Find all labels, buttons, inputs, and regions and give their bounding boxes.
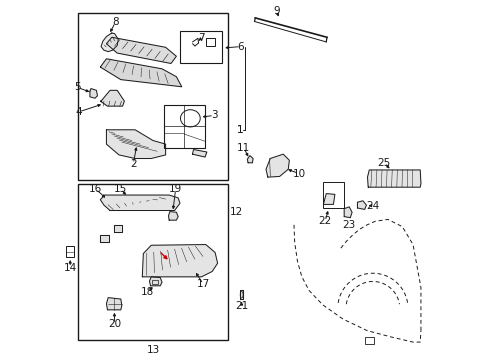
Text: 18: 18 xyxy=(141,287,154,297)
Bar xyxy=(322,182,344,208)
Bar xyxy=(206,38,215,45)
Text: 20: 20 xyxy=(108,319,121,329)
Polygon shape xyxy=(113,225,122,232)
Text: 11: 11 xyxy=(237,143,250,153)
Polygon shape xyxy=(239,291,243,299)
Polygon shape xyxy=(101,33,118,51)
Polygon shape xyxy=(100,90,124,106)
Bar xyxy=(163,105,204,148)
Bar xyxy=(180,31,222,63)
Text: 9: 9 xyxy=(273,6,280,17)
Polygon shape xyxy=(106,298,122,310)
Text: 14: 14 xyxy=(63,262,77,273)
Polygon shape xyxy=(106,130,165,158)
Text: 6: 6 xyxy=(237,42,244,51)
Text: 5: 5 xyxy=(74,82,81,93)
Polygon shape xyxy=(323,194,334,204)
Polygon shape xyxy=(367,170,420,187)
Text: 1: 1 xyxy=(236,125,243,135)
Text: 23: 23 xyxy=(342,220,355,230)
Text: 16: 16 xyxy=(89,184,102,194)
Polygon shape xyxy=(192,149,206,157)
Polygon shape xyxy=(265,154,289,177)
Polygon shape xyxy=(247,156,253,163)
Polygon shape xyxy=(344,207,351,218)
Polygon shape xyxy=(149,277,162,286)
Polygon shape xyxy=(100,234,109,242)
Bar xyxy=(78,184,228,339)
Text: 25: 25 xyxy=(377,158,390,168)
Polygon shape xyxy=(357,201,366,210)
Polygon shape xyxy=(106,37,176,63)
Text: 12: 12 xyxy=(230,207,243,217)
Text: 22: 22 xyxy=(318,216,331,226)
Text: 10: 10 xyxy=(292,168,305,179)
Text: 2: 2 xyxy=(130,159,136,169)
Bar xyxy=(78,13,228,180)
Polygon shape xyxy=(100,195,180,211)
Text: 17: 17 xyxy=(196,279,209,289)
Polygon shape xyxy=(168,212,178,220)
Text: 3: 3 xyxy=(210,111,217,121)
Bar xyxy=(66,246,74,257)
Polygon shape xyxy=(90,89,97,98)
Polygon shape xyxy=(100,59,182,87)
Text: 8: 8 xyxy=(112,17,119,27)
Text: 4: 4 xyxy=(75,107,82,117)
Text: 19: 19 xyxy=(169,184,182,194)
Text: 7: 7 xyxy=(198,33,204,43)
Text: 21: 21 xyxy=(235,301,248,311)
Text: 1: 1 xyxy=(236,125,243,135)
Text: 24: 24 xyxy=(366,201,379,211)
Bar xyxy=(365,337,373,343)
Bar xyxy=(152,280,158,284)
Text: 13: 13 xyxy=(146,345,160,355)
Text: 15: 15 xyxy=(114,184,127,194)
Polygon shape xyxy=(142,244,217,277)
